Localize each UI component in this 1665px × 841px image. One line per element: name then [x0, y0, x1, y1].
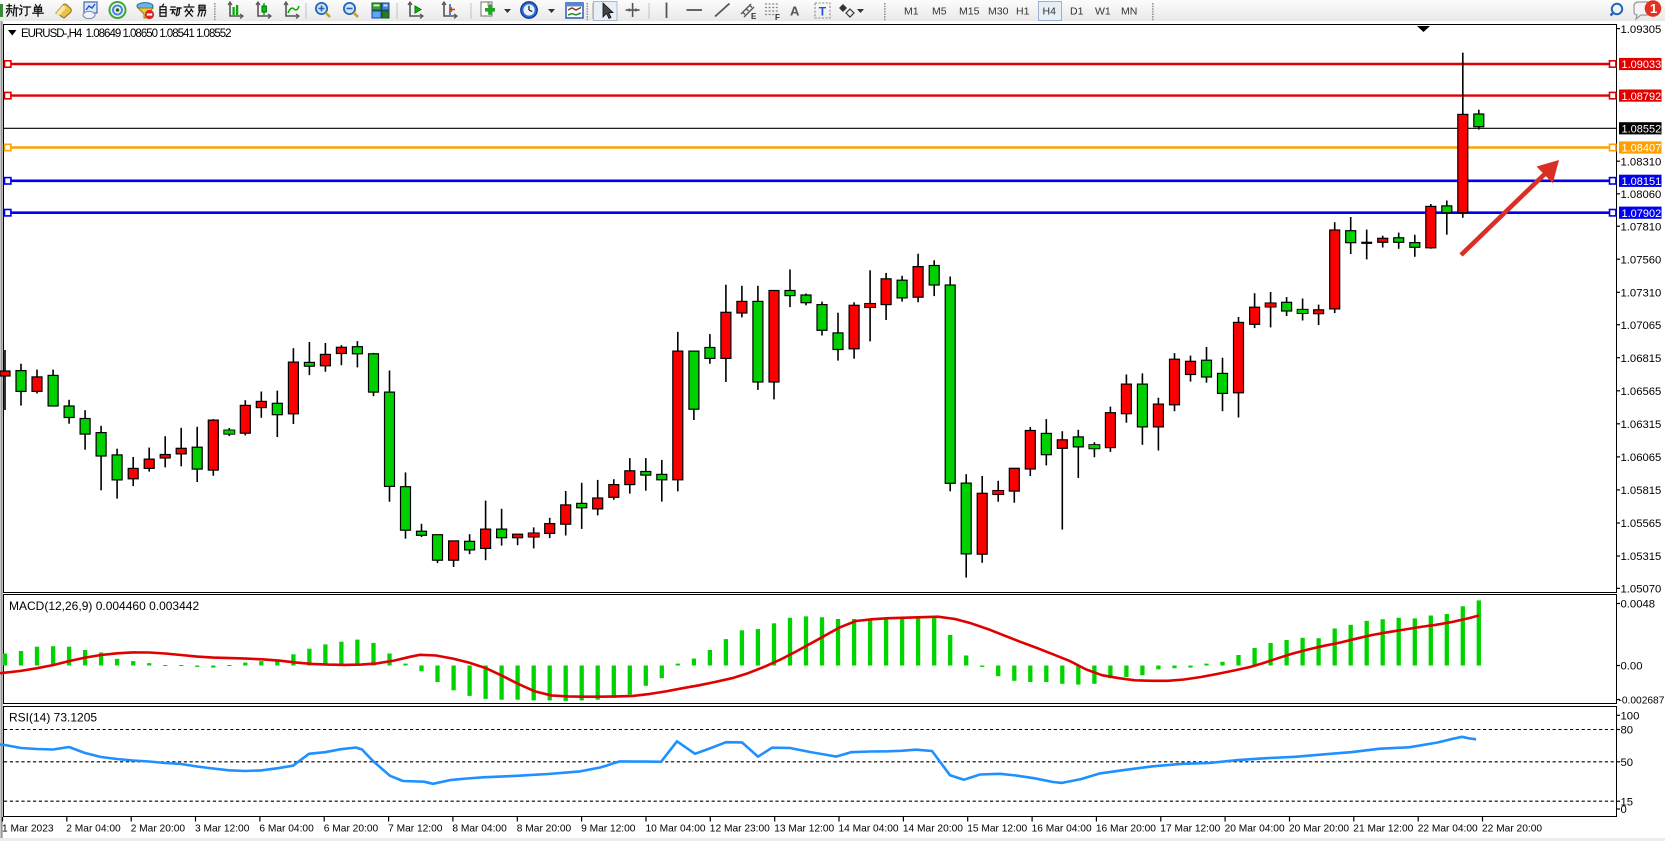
svg-text:M30: M30 [988, 6, 1009, 18]
svg-text:M1: M1 [904, 6, 919, 18]
svg-text:1.07560: 1.07560 [1621, 254, 1662, 266]
svg-text:1.08151: 1.08151 [1622, 176, 1662, 188]
svg-text:H1: H1 [1016, 6, 1030, 18]
svg-text:D1: D1 [1070, 6, 1084, 18]
svg-text:0: 0 [1621, 804, 1627, 816]
svg-text:1.07310: 1.07310 [1621, 288, 1662, 300]
svg-text:W1: W1 [1095, 6, 1111, 18]
svg-text:12 Mar 23:00: 12 Mar 23:00 [710, 824, 770, 835]
svg-text:H4: H4 [1043, 6, 1057, 18]
svg-text:100: 100 [1621, 711, 1640, 723]
svg-text:7 Mar 12:00: 7 Mar 12:00 [388, 824, 443, 835]
svg-text:1.05315: 1.05315 [1621, 551, 1662, 563]
svg-text:0.00: 0.00 [1621, 661, 1643, 673]
svg-text:1 Mar 2023: 1 Mar 2023 [2, 824, 54, 835]
svg-text:14 Mar 20:00: 14 Mar 20:00 [903, 824, 963, 835]
svg-text:A: A [790, 4, 800, 19]
svg-text:RSI(14) 73.1205: RSI(14) 73.1205 [9, 711, 97, 725]
svg-text:-0.002687: -0.002687 [1619, 696, 1665, 707]
svg-text:1.06565: 1.06565 [1621, 386, 1662, 398]
svg-text:9 Mar 12:00: 9 Mar 12:00 [581, 824, 636, 835]
svg-text:16 Mar 20:00: 16 Mar 20:00 [1096, 824, 1156, 835]
svg-text:1.07810: 1.07810 [1621, 221, 1662, 233]
svg-text:1.06815: 1.06815 [1621, 353, 1662, 365]
svg-text:2 Mar 20:00: 2 Mar 20:00 [131, 824, 186, 835]
svg-text:22 Mar 20:00: 22 Mar 20:00 [1482, 824, 1542, 835]
svg-text:EURUSD-,H4 1.08649 1.08650 1.: EURUSD-,H4 1.08649 1.08650 1.08541 1.085… [21, 28, 231, 40]
svg-text:6 Mar 20:00: 6 Mar 20:00 [324, 824, 379, 835]
svg-text:20 Mar 04:00: 20 Mar 04:00 [1225, 824, 1285, 835]
svg-text:8 Mar 04:00: 8 Mar 04:00 [452, 824, 507, 835]
svg-text:0.0048: 0.0048 [1621, 599, 1656, 611]
svg-text:6 Mar 04:00: 6 Mar 04:00 [259, 824, 314, 835]
svg-text:20 Mar 20:00: 20 Mar 20:00 [1289, 824, 1349, 835]
svg-text:2 Mar 04:00: 2 Mar 04:00 [66, 824, 121, 835]
svg-text:8 Mar 20:00: 8 Mar 20:00 [517, 824, 572, 835]
svg-text:1.05815: 1.05815 [1621, 485, 1662, 497]
svg-text:1.05565: 1.05565 [1621, 518, 1662, 530]
svg-text:17 Mar 12:00: 17 Mar 12:00 [1160, 824, 1220, 835]
svg-text:3 Mar 12:00: 3 Mar 12:00 [195, 824, 250, 835]
svg-text:1.08552: 1.08552 [1622, 124, 1662, 136]
svg-text:22 Mar 04:00: 22 Mar 04:00 [1418, 824, 1478, 835]
svg-text:T: T [819, 5, 827, 19]
svg-text:16 Mar 04:00: 16 Mar 04:00 [1032, 824, 1092, 835]
svg-text:80: 80 [1621, 725, 1634, 737]
svg-text:M5: M5 [932, 6, 947, 18]
svg-text:1.09305: 1.09305 [1621, 24, 1662, 36]
svg-text:1.08407: 1.08407 [1622, 143, 1662, 155]
svg-text:1.09033: 1.09033 [1622, 59, 1662, 71]
svg-text:M15: M15 [959, 6, 980, 18]
svg-text:MN: MN [1121, 6, 1137, 18]
svg-text:14 Mar 04:00: 14 Mar 04:00 [839, 824, 899, 835]
svg-text:1.08792: 1.08792 [1622, 91, 1662, 103]
svg-text:1.06315: 1.06315 [1621, 419, 1662, 431]
svg-text:15: 15 [1621, 796, 1634, 808]
svg-text:1: 1 [1650, 1, 1657, 16]
svg-text:F: F [775, 13, 780, 22]
svg-text:50: 50 [1621, 757, 1634, 769]
svg-text:1.08060: 1.08060 [1621, 189, 1662, 201]
svg-text:1.08310: 1.08310 [1621, 156, 1662, 168]
svg-text:13 Mar 12:00: 13 Mar 12:00 [774, 824, 834, 835]
svg-text:E: E [751, 12, 757, 21]
svg-text:MACD(12,26,9) 0.004460 0.00344: MACD(12,26,9) 0.004460 0.003442 [9, 599, 199, 613]
svg-text:21 Mar 12:00: 21 Mar 12:00 [1353, 824, 1413, 835]
svg-text:10 Mar 04:00: 10 Mar 04:00 [646, 824, 706, 835]
svg-text:1.05070: 1.05070 [1621, 584, 1662, 596]
svg-text:1.07902: 1.07902 [1622, 208, 1662, 220]
svg-text:1.06065: 1.06065 [1621, 452, 1662, 464]
svg-text:1.07065: 1.07065 [1621, 320, 1662, 332]
svg-text:15 Mar 12:00: 15 Mar 12:00 [967, 824, 1027, 835]
